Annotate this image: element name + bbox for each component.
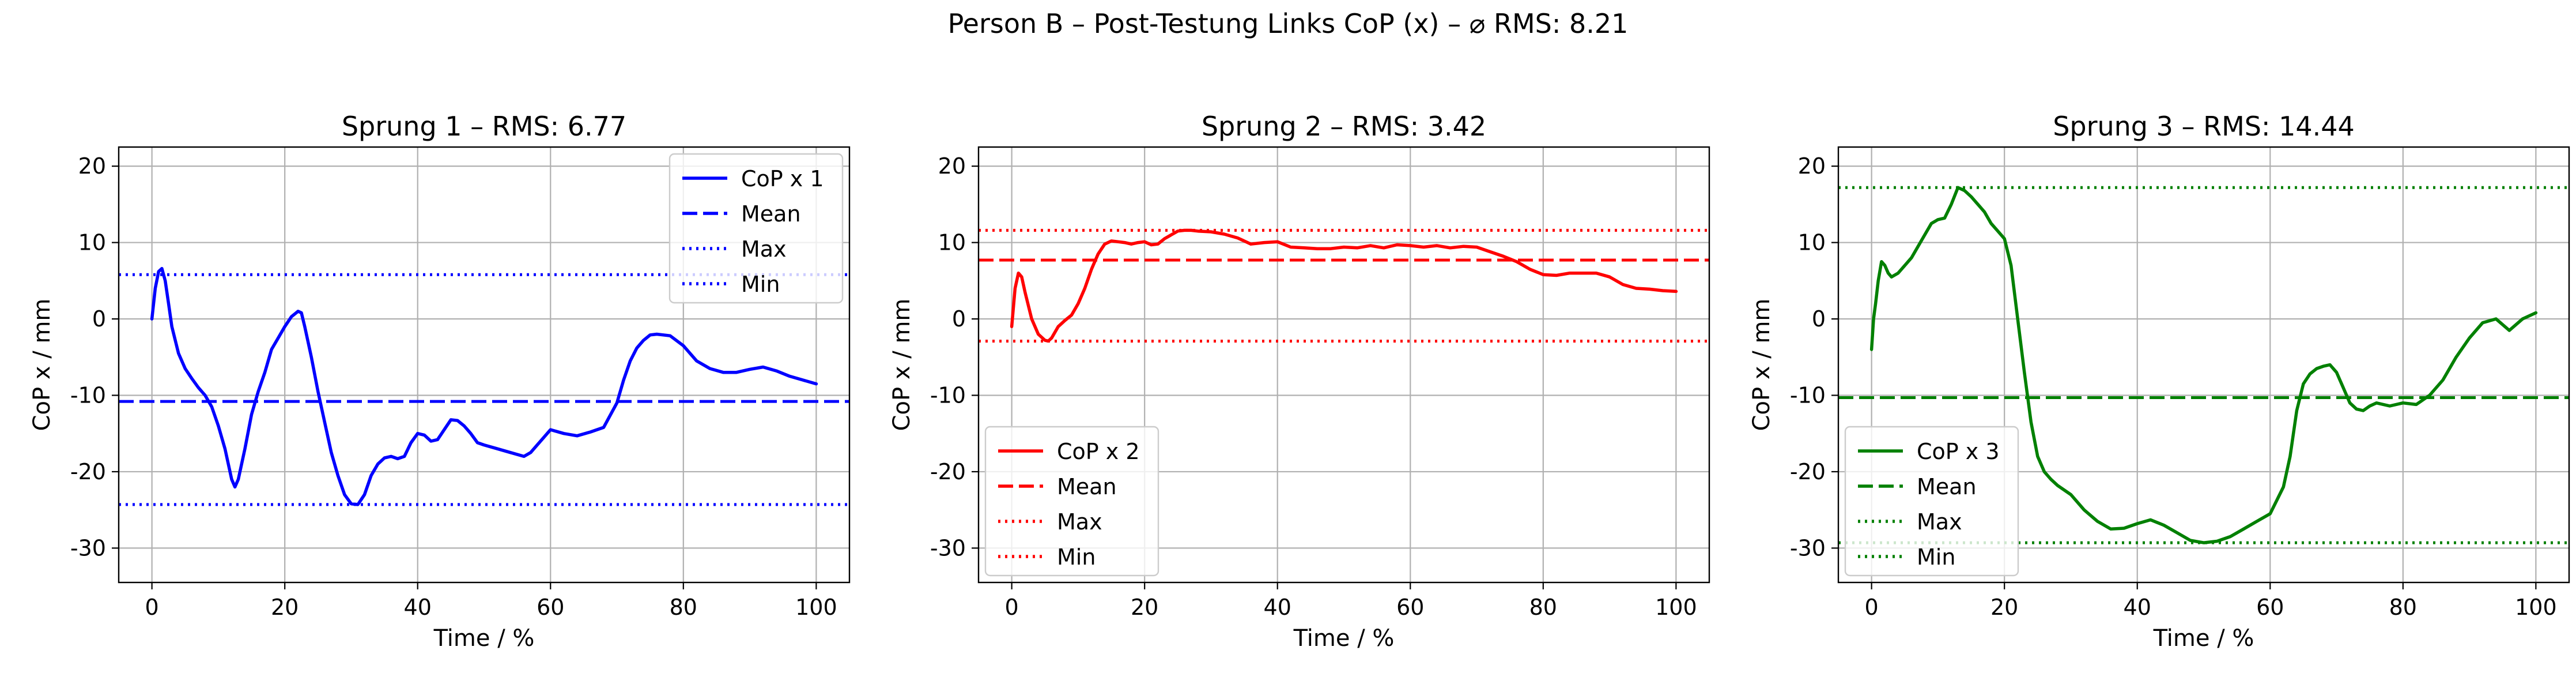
x-tick-label: 40	[2124, 595, 2151, 620]
x-tick-label: 20	[1990, 595, 2018, 620]
y-tick-label: -30	[1790, 535, 1826, 561]
chart-title: Sprung 3 – RMS: 14.44	[2053, 111, 2355, 142]
x-tick-label: 80	[2389, 595, 2417, 620]
y-tick-label: 20	[938, 153, 966, 179]
y-tick-label: 10	[1798, 230, 1826, 255]
x-tick-label: 20	[271, 595, 299, 620]
legend-label: Min	[1917, 544, 1955, 570]
x-tick-label: 60	[2256, 595, 2284, 620]
legend-label: Mean	[1917, 474, 1977, 499]
y-tick-label: -30	[930, 535, 966, 561]
y-tick-label: -20	[930, 459, 966, 484]
axes-frame	[1837, 146, 2570, 584]
y-tick-label: -30	[70, 535, 106, 561]
legend: CoP x 1 Mean Max Min	[668, 153, 844, 304]
y-tick-label: 10	[938, 230, 966, 255]
y-tick-label: -20	[70, 459, 106, 484]
y-tick-label: -10	[1790, 382, 1826, 408]
legend-label: CoP x 2	[1057, 439, 1140, 464]
x-tick-label: 0	[1005, 595, 1019, 620]
chart-title: Sprung 1 – RMS: 6.77	[342, 111, 626, 142]
plot-area	[979, 228, 1709, 343]
legend-label: CoP x 3	[1917, 439, 2000, 464]
x-tick-label: 0	[1865, 595, 1879, 620]
legend-label: Min	[741, 272, 780, 297]
legend: CoP x 2 Mean Max Min	[984, 426, 1159, 577]
x-tick-label: 80	[1529, 595, 1557, 620]
x-tick-label: 0	[145, 595, 159, 620]
x-tick-label: 20	[1131, 595, 1158, 620]
chart-panel-2: 0 20 40 60 80 100 -30 -20 -10 0 10 20 Sprung 2 – RMS…	[889, 111, 1710, 652]
series-line-1	[150, 266, 818, 506]
chart-panel-3: 0 20 40 60 80 100 -30 -20 -10 0 10 20 Sprung 3 – RMS…	[1748, 111, 2570, 652]
legend: CoP x 3 Mean Max Min	[1844, 426, 2019, 577]
y-axis-label: CoP x / mm	[1748, 299, 1775, 431]
axes-frame	[118, 146, 851, 584]
legend-label: Min	[1057, 544, 1096, 570]
legend-label: Mean	[1057, 474, 1117, 499]
x-tick-label: 60	[1396, 595, 1424, 620]
legend-box	[668, 153, 844, 304]
plot-area	[119, 266, 849, 506]
y-tick-label: -10	[930, 382, 966, 408]
legend-label: Max	[1917, 509, 1962, 535]
x-tick-label: 40	[1264, 595, 1291, 620]
x-axis-label: Time / %	[2153, 625, 2254, 652]
series-line-1	[1869, 186, 2538, 544]
x-tick-label: 100	[1655, 595, 1697, 620]
x-tick-label: 100	[2515, 595, 2557, 620]
legend-label: Max	[1057, 509, 1102, 535]
figure-suptitle: Person B – Post-Testung Links CoP (x) – …	[947, 8, 1629, 39]
legend-box	[1844, 426, 2019, 577]
y-tick-label: -20	[1790, 459, 1826, 484]
y-tick-label: 0	[92, 306, 106, 332]
legend-box	[984, 426, 1159, 577]
chart-title: Sprung 2 – RMS: 3.42	[1202, 111, 1486, 142]
legend-label: Max	[741, 236, 787, 262]
y-tick-label: -10	[70, 382, 106, 408]
y-tick-label: 20	[1798, 153, 1826, 179]
y-tick-label: 20	[78, 153, 106, 179]
x-axis-label: Time / %	[1293, 625, 1395, 652]
chart-panel-1: 0 20 40 60 80 100 -30 -20 -10 0 10 20 Sprung 1 – RMS…	[29, 111, 851, 652]
plot-area	[1838, 186, 2569, 544]
x-axis-label: Time / %	[433, 625, 535, 652]
x-tick-label: 80	[670, 595, 697, 620]
y-tick-label: 0	[1812, 306, 1826, 332]
axes-frame	[977, 146, 1710, 584]
y-axis-label: CoP x / mm	[29, 299, 55, 431]
x-tick-label: 60	[537, 595, 564, 620]
x-tick-label: 100	[795, 595, 837, 620]
series-line-1	[1010, 228, 1678, 343]
legend-label: CoP x 1	[741, 166, 824, 191]
x-tick-label: 40	[404, 595, 432, 620]
y-axis-label: CoP x / mm	[889, 299, 915, 431]
legend-label: Mean	[741, 201, 801, 227]
y-tick-label: 10	[78, 230, 106, 255]
y-tick-label: 0	[952, 306, 966, 332]
